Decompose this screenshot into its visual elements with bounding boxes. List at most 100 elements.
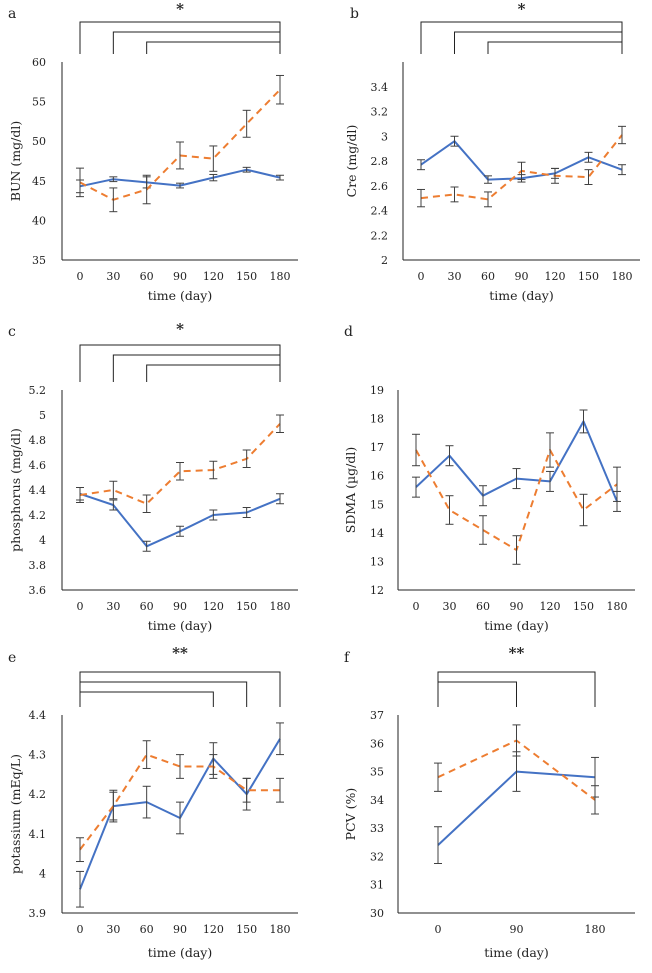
series-line-dashed xyxy=(415,449,618,551)
error-bar xyxy=(434,826,442,864)
x-tick-label: 150 xyxy=(236,923,257,936)
y-tick-label: 12 xyxy=(370,584,384,597)
error-bar xyxy=(591,785,599,815)
error-bar xyxy=(546,470,554,492)
y-axis-label: phosphorus (mg/dl) xyxy=(8,428,23,552)
error-bar xyxy=(579,409,588,434)
y-tick-label: 3.6 xyxy=(29,584,47,597)
error-bar xyxy=(209,145,218,172)
significance-bracket xyxy=(79,21,281,54)
y-tick-label: 33 xyxy=(370,822,384,835)
y-tick-label: 5 xyxy=(39,409,46,422)
error-bar xyxy=(142,740,151,769)
y-tick-label: 40 xyxy=(32,214,46,227)
error-bar xyxy=(276,74,284,105)
series-line-solid xyxy=(79,492,281,548)
x-tick-label: 60 xyxy=(140,270,154,283)
significance-bracket xyxy=(79,691,214,707)
panel-b: b 2 2.2 2.4 2.6 2.8 3 3.2 3.4 0 30 60 90 120 150 180 tim… xyxy=(344,0,640,303)
error-bar xyxy=(242,507,251,518)
panel-c: c 3.6 3.8 4 4.2 4.4 4.6 4.8 5 5.2 0 30 60 90 120 150 180… xyxy=(8,320,298,633)
x-tick-label: 150 xyxy=(573,600,594,613)
y-tick-label: 55 xyxy=(32,96,46,109)
y-tick-label: 2.8 xyxy=(371,155,389,168)
y-tick-label: 4 xyxy=(39,534,46,547)
significance-marker: * xyxy=(176,320,184,338)
x-tick-label: 180 xyxy=(270,270,291,283)
error-bar xyxy=(109,791,118,821)
error-bar xyxy=(242,777,251,803)
error-bar xyxy=(142,494,151,513)
error-bar xyxy=(618,164,626,176)
error-bar xyxy=(434,762,442,792)
error-bar xyxy=(109,187,118,213)
y-tick-label: 4.4 xyxy=(29,709,47,722)
error-bar xyxy=(109,480,118,500)
error-bar xyxy=(445,495,454,525)
y-tick-label: 50 xyxy=(32,135,46,148)
y-tick-label: 35 xyxy=(32,254,46,267)
x-tick-label: 180 xyxy=(270,923,291,936)
x-axis-label: time (day) xyxy=(484,945,549,960)
significance-bracket xyxy=(420,21,623,54)
significance-marker: ** xyxy=(509,644,525,662)
x-tick-label: 0 xyxy=(418,270,425,283)
x-axis-label: time (day) xyxy=(484,618,549,633)
x-tick-label: 0 xyxy=(77,923,84,936)
y-tick-label: 14 xyxy=(370,527,384,540)
error-bar xyxy=(450,135,459,147)
error-bar xyxy=(209,460,218,480)
x-tick-label: 30 xyxy=(443,600,457,613)
significance-bracket xyxy=(437,681,517,707)
x-tick-label: 60 xyxy=(481,270,495,283)
y-tick-label: 4.3 xyxy=(29,749,47,762)
error-bar xyxy=(242,166,251,173)
significance-bracket xyxy=(146,364,281,382)
y-tick-label: 37 xyxy=(370,709,384,722)
panel-a: a 35 40 45 50 55 60 0 30 60 90 120 150 180 time (day) B… xyxy=(8,0,298,303)
x-tick-label: 30 xyxy=(106,923,120,936)
significance-marker: ** xyxy=(172,644,188,662)
y-tick-label: 3.8 xyxy=(29,559,47,572)
error-bar xyxy=(142,540,151,552)
panel-letter: d xyxy=(344,324,353,340)
panel-letter: a xyxy=(8,6,16,22)
significance-bracket xyxy=(454,31,623,54)
x-axis-label: time (day) xyxy=(148,945,213,960)
error-bar xyxy=(176,525,184,537)
y-tick-label: 3 xyxy=(381,130,388,143)
x-tick-label: 120 xyxy=(203,270,224,283)
error-bar xyxy=(76,837,84,863)
error-bar xyxy=(242,449,251,468)
y-tick-label: 4 xyxy=(39,867,46,880)
y-tick-label: 15 xyxy=(370,498,384,511)
panel-d: d 12 13 14 15 16 17 18 19 0 30 60 90 120 150 180 time (d… xyxy=(343,324,635,633)
significance-bracket xyxy=(79,671,281,707)
panel-letter: e xyxy=(8,650,16,666)
x-tick-label: 120 xyxy=(203,923,224,936)
significance-marker: * xyxy=(176,0,184,18)
y-tick-label: 36 xyxy=(370,737,384,750)
panel-letter: f xyxy=(344,650,351,666)
x-axis-label: time (day) xyxy=(148,288,213,303)
y-axis-label: SDMA (µg/dl) xyxy=(343,447,358,533)
panel-f: f 30 31 32 33 34 35 36 37 0 90 180 time (day) PCV (%)… xyxy=(343,644,635,960)
significance-bracket xyxy=(146,41,281,54)
y-tick-label: 13 xyxy=(370,555,384,568)
error-bar xyxy=(142,174,151,205)
significance-bracket xyxy=(487,41,623,54)
error-bar xyxy=(512,535,521,565)
y-tick-label: 16 xyxy=(370,470,384,483)
error-bar xyxy=(242,109,251,138)
significance-marker: * xyxy=(518,0,526,18)
y-axis-label: Cre (mg/dl) xyxy=(344,125,359,198)
y-axis-label: PCV (%) xyxy=(343,788,358,841)
error-bar xyxy=(551,167,559,184)
x-tick-label: 120 xyxy=(540,600,561,613)
x-tick-label: 180 xyxy=(607,600,628,613)
error-bar xyxy=(176,182,184,189)
y-tick-label: 31 xyxy=(370,879,384,892)
y-tick-label: 3.4 xyxy=(371,81,389,94)
error-bar xyxy=(417,159,425,171)
error-bar xyxy=(445,445,454,467)
